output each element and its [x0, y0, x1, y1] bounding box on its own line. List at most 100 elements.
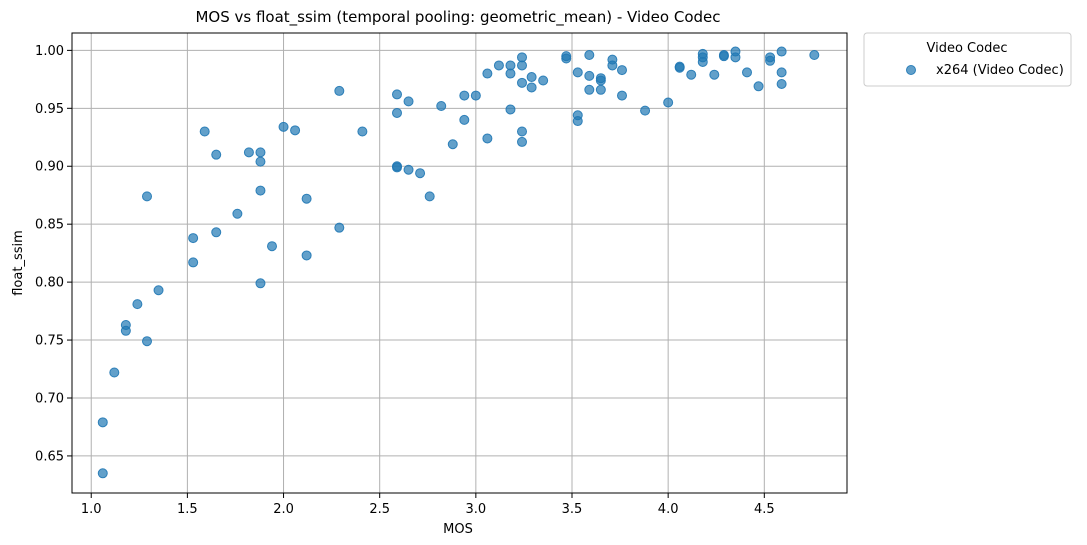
data-point	[641, 106, 650, 115]
data-point	[256, 186, 265, 195]
data-point	[143, 337, 152, 346]
data-point	[244, 148, 253, 157]
data-point	[302, 251, 311, 260]
data-point	[664, 98, 673, 107]
data-point	[437, 102, 446, 111]
data-point	[539, 76, 548, 85]
data-point	[154, 286, 163, 295]
data-point	[754, 82, 763, 91]
data-point	[393, 90, 402, 99]
y-tick-label: 0.70	[35, 391, 64, 406]
data-point	[483, 134, 492, 143]
data-point	[596, 85, 605, 94]
data-points	[98, 47, 819, 478]
data-point	[268, 242, 277, 251]
data-point	[777, 68, 786, 77]
data-point	[731, 53, 740, 62]
data-point	[494, 61, 503, 70]
data-point	[335, 86, 344, 95]
data-point	[585, 85, 594, 94]
data-point	[233, 209, 242, 218]
data-point	[506, 69, 515, 78]
x-tick-label: 3.5	[562, 502, 583, 517]
data-point	[483, 69, 492, 78]
data-point	[200, 127, 209, 136]
data-point	[710, 70, 719, 79]
data-point	[335, 223, 344, 232]
data-point	[687, 70, 696, 79]
x-tick-label: 2.5	[369, 502, 390, 517]
x-tick-label: 2.0	[273, 502, 294, 517]
data-point	[256, 157, 265, 166]
data-point	[675, 63, 684, 72]
data-point	[110, 368, 119, 377]
legend-title: Video Codec	[927, 41, 1008, 56]
data-point	[608, 61, 617, 70]
data-point	[416, 169, 425, 178]
x-tick-label: 1.0	[81, 502, 102, 517]
y-tick-label: 0.95	[35, 102, 64, 117]
y-tick-label: 0.90	[35, 160, 64, 175]
data-point	[460, 91, 469, 100]
data-point	[527, 83, 536, 92]
y-tick-label: 0.65	[35, 449, 64, 464]
data-point	[98, 418, 107, 427]
x-axis-ticks: 1.0 1.5 2.0 2.5 3.0 3.5 4.0 4.5	[81, 493, 775, 517]
data-point	[404, 97, 413, 106]
data-point	[777, 47, 786, 56]
data-point	[425, 192, 434, 201]
data-point	[121, 326, 130, 335]
data-point	[573, 68, 582, 77]
data-point	[585, 51, 594, 60]
data-point	[518, 137, 527, 146]
data-point	[143, 192, 152, 201]
legend-marker	[907, 66, 916, 75]
data-point	[302, 194, 311, 203]
x-axis-label: MOS	[443, 522, 473, 537]
y-tick-label: 1.00	[35, 44, 64, 59]
data-point	[291, 126, 300, 135]
data-point	[585, 71, 594, 80]
data-point	[518, 61, 527, 70]
data-point	[506, 105, 515, 114]
chart-title: MOS vs float_ssim (temporal pooling: geo…	[195, 8, 720, 27]
data-point	[212, 228, 221, 237]
y-tick-label: 0.75	[35, 334, 64, 349]
data-point	[618, 66, 627, 75]
y-tick-label: 0.85	[35, 218, 64, 233]
data-point	[133, 300, 142, 309]
data-point	[698, 57, 707, 66]
data-point	[777, 79, 786, 88]
data-point	[562, 54, 571, 63]
y-axis-ticks: 0.65 0.70 0.75 0.80 0.85 0.90 0.95 1.00	[35, 44, 72, 465]
y-tick-label: 0.80	[35, 276, 64, 291]
data-point	[766, 56, 775, 65]
data-point	[471, 91, 480, 100]
data-point	[279, 122, 288, 131]
x-tick-label: 4.5	[754, 502, 775, 517]
x-tick-label: 3.0	[466, 502, 487, 517]
data-point	[189, 258, 198, 267]
data-point	[719, 52, 728, 61]
data-point	[460, 115, 469, 124]
x-tick-label: 4.0	[658, 502, 679, 517]
data-point	[618, 91, 627, 100]
data-point	[518, 78, 527, 87]
data-point	[448, 140, 457, 149]
data-point	[810, 51, 819, 60]
data-point	[596, 76, 605, 85]
data-point	[518, 127, 527, 136]
data-point	[358, 127, 367, 136]
data-point	[573, 117, 582, 126]
data-point	[98, 469, 107, 478]
x-tick-label: 1.5	[177, 502, 198, 517]
data-point	[404, 165, 413, 174]
legend-label: x264 (Video Codec)	[936, 63, 1064, 78]
data-point	[256, 279, 265, 288]
legend: Video Codec x264 (Video Codec)	[864, 33, 1071, 86]
data-point	[743, 68, 752, 77]
data-point	[189, 234, 198, 243]
data-point	[256, 148, 265, 157]
data-point	[393, 108, 402, 117]
